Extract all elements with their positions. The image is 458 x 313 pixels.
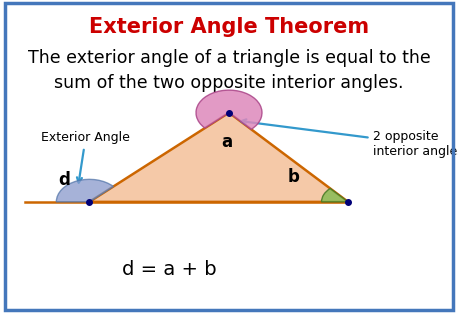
Polygon shape bbox=[89, 113, 348, 202]
Text: d: d bbox=[58, 171, 70, 189]
Wedge shape bbox=[196, 90, 262, 129]
Text: a: a bbox=[221, 133, 232, 151]
Text: 2 opposite
interior angles: 2 opposite interior angles bbox=[241, 119, 458, 158]
Text: d = a + b: d = a + b bbox=[122, 260, 217, 279]
Text: The exterior angle of a triangle is equal to the
sum of the two opposite interio: The exterior angle of a triangle is equa… bbox=[27, 49, 431, 92]
Text: Exterior Angle: Exterior Angle bbox=[41, 131, 130, 182]
Wedge shape bbox=[322, 188, 348, 202]
Text: b: b bbox=[287, 168, 299, 186]
Text: Exterior Angle Theorem: Exterior Angle Theorem bbox=[89, 17, 369, 37]
Wedge shape bbox=[56, 179, 114, 202]
